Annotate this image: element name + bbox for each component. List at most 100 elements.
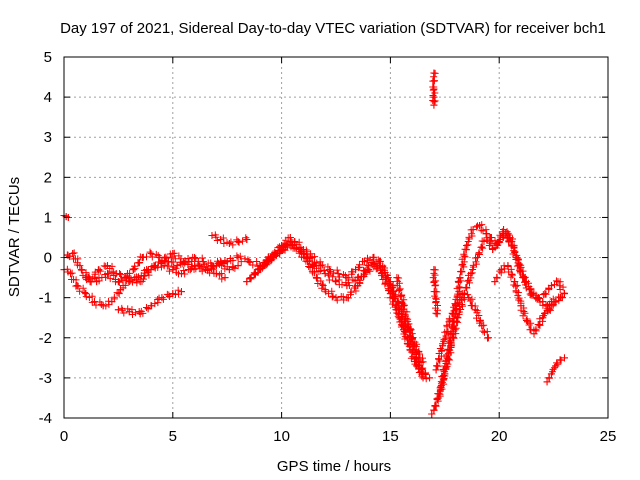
data-point <box>493 242 501 250</box>
data-point <box>208 231 216 239</box>
data-point <box>395 314 403 322</box>
data-point <box>234 262 242 270</box>
y-tick-label: -1 <box>39 290 52 307</box>
series-t10 <box>393 274 427 382</box>
data-point <box>125 274 133 282</box>
data-point <box>312 274 320 282</box>
series-t11 <box>429 69 439 109</box>
series-t6 <box>208 231 251 249</box>
data-point <box>517 302 525 310</box>
x-tick-label: 10 <box>273 428 290 445</box>
data-point <box>560 290 568 298</box>
data-point <box>447 342 455 350</box>
data-point <box>136 278 144 286</box>
data-point <box>321 286 329 294</box>
data-point <box>376 262 384 270</box>
data-point <box>225 240 233 248</box>
series-t17 <box>491 262 564 338</box>
data-point <box>452 302 460 310</box>
data-point <box>243 278 251 286</box>
y-tick-label: -4 <box>39 410 52 427</box>
data-point <box>104 270 112 278</box>
y-tick-label: 2 <box>44 169 52 186</box>
data-point <box>325 266 333 274</box>
data-point <box>352 266 360 274</box>
data-point <box>432 366 440 374</box>
data-point <box>201 266 209 274</box>
data-point <box>147 302 155 310</box>
data-point <box>77 266 85 274</box>
data-point <box>169 290 177 298</box>
data-point <box>506 234 514 241</box>
data-point <box>480 238 488 246</box>
data-point <box>138 254 146 262</box>
data-point <box>90 298 98 306</box>
data-point <box>104 262 112 270</box>
data-point <box>386 282 394 290</box>
data-point <box>180 258 188 266</box>
data-point <box>267 254 275 262</box>
data-point <box>471 306 479 314</box>
data-point <box>519 274 527 282</box>
data-point <box>310 262 318 270</box>
data-point <box>178 270 186 278</box>
data-point <box>221 274 229 282</box>
data-point <box>497 266 505 274</box>
data-point <box>431 282 439 290</box>
data-point <box>430 69 438 77</box>
data-point <box>456 274 464 282</box>
data-point <box>69 250 77 258</box>
data-point <box>365 266 373 274</box>
data-point <box>419 374 427 382</box>
data-point <box>484 334 492 342</box>
y-axis-label: SDTVAR / TECUs <box>6 177 23 297</box>
y-tick-label: -3 <box>39 370 52 387</box>
data-point <box>541 290 549 298</box>
x-tick-label: 0 <box>60 428 68 445</box>
data-point <box>482 229 490 237</box>
data-point <box>173 262 181 270</box>
data-point <box>212 262 220 270</box>
data-point <box>256 266 264 274</box>
data-point <box>441 370 449 378</box>
data-point <box>178 288 186 296</box>
data-point <box>321 270 329 278</box>
data-point <box>369 254 377 262</box>
data-point <box>393 274 401 282</box>
data-point <box>343 274 351 282</box>
data-point <box>504 262 512 270</box>
chart-title: Day 197 of 2021, Sidereal Day-to-day VTE… <box>60 20 606 37</box>
y-tick-label: 3 <box>44 129 52 146</box>
data-point <box>169 250 177 258</box>
data-point <box>539 298 547 306</box>
data-point <box>93 278 101 286</box>
data-point <box>413 354 421 362</box>
data-point <box>478 322 486 330</box>
data-point <box>547 298 555 306</box>
data-point <box>554 278 562 286</box>
data-point <box>430 93 438 101</box>
axis-ticks: 0 5 10 15 20 25 -4 -3 -2 -1 0 1 2 3 4 5 <box>39 49 617 445</box>
data-point <box>245 258 253 266</box>
data-point <box>108 298 116 306</box>
data-point <box>543 378 551 386</box>
data-point <box>523 318 531 326</box>
data-point <box>486 234 494 241</box>
data-point <box>560 354 568 362</box>
data-point <box>243 236 251 244</box>
data-point <box>199 258 207 266</box>
series-t15 <box>434 225 566 402</box>
data-point <box>136 310 144 318</box>
data-point <box>469 225 477 233</box>
series-t5 <box>114 286 186 318</box>
data-point <box>73 282 81 290</box>
data-point <box>191 262 199 270</box>
series-t12 <box>429 266 442 318</box>
data-point <box>299 250 307 258</box>
data-point <box>114 306 122 314</box>
data-point <box>158 294 166 302</box>
data-point <box>473 254 481 262</box>
data-point <box>278 246 286 254</box>
data-point <box>432 298 440 306</box>
data-point <box>343 282 351 290</box>
